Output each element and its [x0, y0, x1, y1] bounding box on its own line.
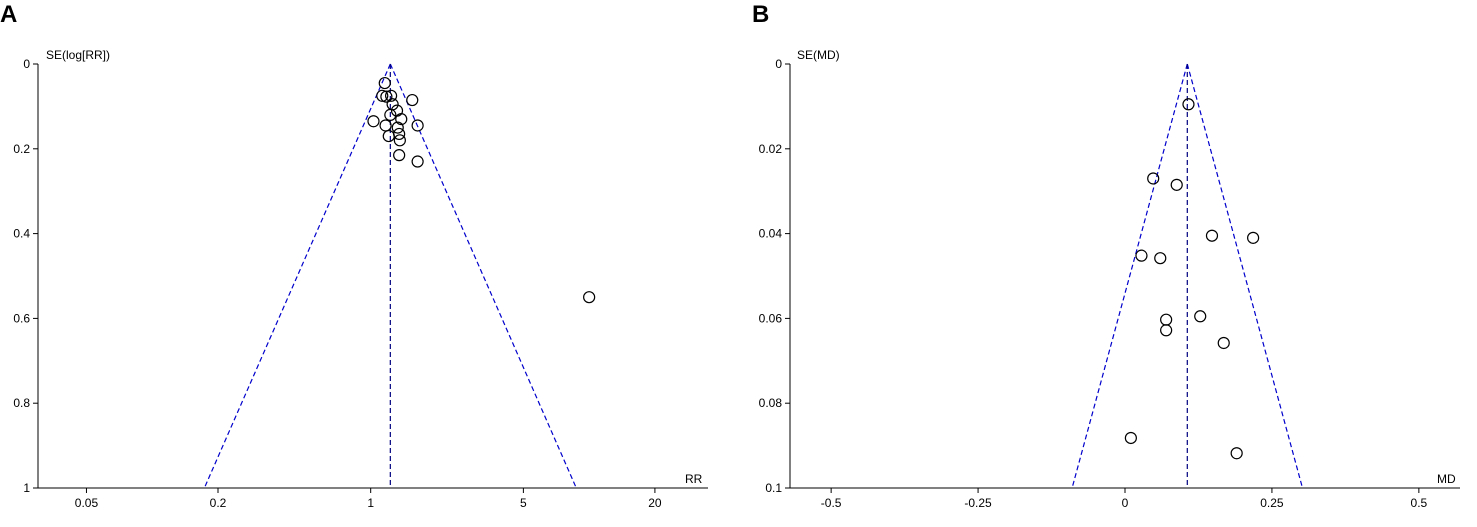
panel-b-x-tick-label: -0.25: [964, 496, 992, 510]
panel-a-y-tick-label: 0.6: [13, 311, 30, 325]
panel-b-study-point: [1160, 313, 1173, 326]
panel-a-study-point: [393, 134, 406, 147]
panel-a-letter: A: [0, 1, 17, 28]
funnel-plot-a: A 00.20.40.60.810.05 0.2 1 5 20 SE(log[RR]) …: [0, 1, 708, 510]
panel-b-y-tick-label: 0.06: [759, 311, 783, 325]
panel-b-study-point: [1154, 252, 1167, 265]
panel-b-letter: B: [752, 1, 769, 28]
panel-b-funnel: [1071, 63, 1304, 489]
panel-b-study-point: [1205, 229, 1219, 242]
panel-b-study-point: [1230, 447, 1243, 460]
panel-b-funnel-left-limit: [1071, 63, 1188, 489]
panel-b-study-point: [1247, 231, 1260, 244]
panel-b-study-point: [1124, 431, 1137, 445]
panel-b-study-point: [1194, 310, 1207, 323]
panel-b-study-point: [1170, 178, 1183, 191]
panel-a-x-axis-title: RR: [685, 472, 703, 486]
panel-b-x-tick-label: 0: [1122, 496, 1129, 510]
panel-a-study-point: [406, 93, 419, 107]
panel-a-study-point: [376, 89, 389, 102]
panel-a-study-point: [391, 121, 404, 134]
panel-a-funnel-right-limit: [389, 63, 577, 489]
panel-b-study-point: [1217, 336, 1230, 350]
panel-a-x-tick-label: 0.05: [75, 496, 99, 510]
panel-a-x-tick-label: 20: [648, 496, 662, 510]
panel-b-x-tick-label: 0.25: [1260, 496, 1284, 510]
panel-b-y-axis-title: SE(MD): [797, 48, 840, 62]
panel-a-x-tick-label: 0.2: [210, 496, 227, 510]
panel-b-y-tick-label: 0.04: [759, 227, 783, 241]
panel-a-funnel-left-limit: [203, 63, 391, 489]
panel-b-study-point: [1182, 98, 1195, 111]
panel-a-y-tick-label: 1: [23, 481, 30, 495]
panel-b-study-point: [1135, 249, 1148, 262]
panel-a-y-tick-label: 0.2: [13, 142, 30, 156]
panel-a-study-point: [382, 129, 395, 143]
panel-b-y-tick-label: 0.02: [759, 142, 783, 156]
panel-a-x-tick-label: 1: [367, 496, 374, 510]
panel-b-x-tick-label: 0.5: [1411, 496, 1428, 510]
panel-a-funnel: [203, 63, 577, 489]
panel-a-study-point: [384, 108, 397, 121]
panel-a-study-point: [380, 90, 393, 103]
panel-a-study-point: [384, 89, 398, 102]
funnel-plot-b: B 00.020.040.060.080.1-0.5 -0.25 0 0.25 0.5 …: [752, 1, 1460, 510]
panel-b-axes: 0 0.02 0.04 0.06 0.08 0.1 -0.5 -0.25 0 0.25 0.5: [759, 57, 1460, 510]
panel-b-x-axis-title: MD: [1437, 472, 1456, 486]
panel-a-y-tick-label: 0: [23, 57, 30, 71]
panel-a-y-tick-label: 0.8: [13, 396, 30, 410]
panel-a-study-point: [583, 291, 596, 304]
panel-b-y-tick-label: 0: [775, 57, 782, 71]
panel-a-study-point: [393, 149, 406, 162]
panel-a-study-point: [395, 113, 408, 126]
panel-b-study-point: [1160, 324, 1173, 337]
panel-a-study-point: [378, 76, 391, 90]
panel-a-y-axis-title: SE(log[RR]): [46, 48, 110, 62]
panel-b-funnel-right-limit: [1186, 63, 1304, 489]
panel-a-study-point: [379, 119, 392, 132]
panel-a-study-point: [411, 119, 424, 132]
panel-a-axes: 0 0.2 0.4 0.6 0.8 1 0.05 0.2 1 5 20: [13, 57, 708, 510]
panel-a-x-tick-label: 5: [520, 496, 527, 510]
panel-a-study-point: [411, 155, 424, 168]
panel-a-points: [367, 76, 596, 304]
panel-b-y-tick-label: 0.1: [765, 481, 782, 495]
panel-b-x-tick-label: -0.5: [821, 496, 842, 510]
panel-b-points: [1124, 98, 1260, 460]
panel-b-y-tick-label: 0.08: [759, 396, 783, 410]
panel-a-y-tick-label: 0.4: [13, 227, 30, 241]
panel-a-study-point: [367, 115, 380, 128]
panel-b-study-point: [1147, 172, 1160, 185]
